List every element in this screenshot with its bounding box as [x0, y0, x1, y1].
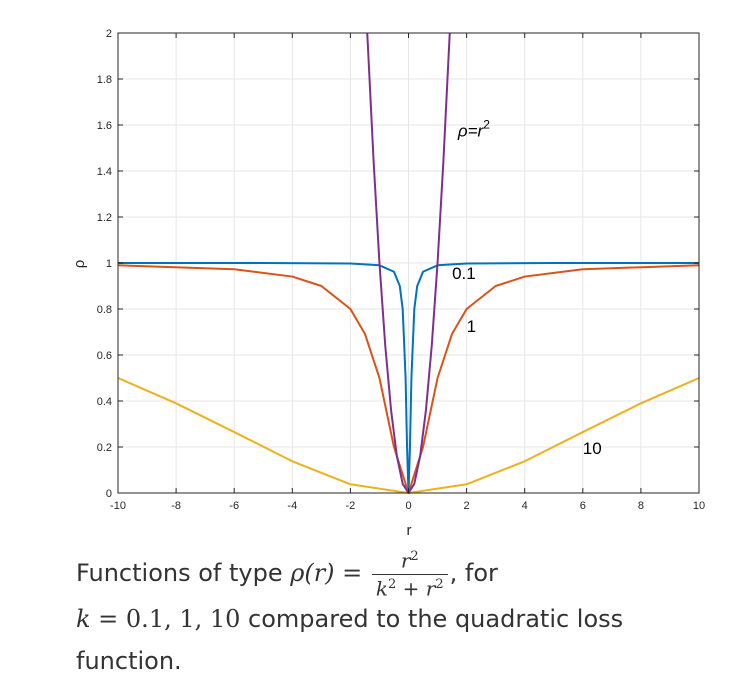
caption: Functions of type ρ(r) = r2 k2 + r2, for …: [76, 550, 736, 682]
caption-rho: ρ(r): [290, 559, 335, 588]
caption-line2: compared to the quadratic loss function.: [76, 605, 624, 676]
y-tick-label: 1.6: [97, 120, 112, 132]
x-tick-label: 10: [693, 500, 705, 512]
caption-after-fraction: , for: [449, 559, 498, 588]
x-tick-label: 6: [580, 500, 586, 512]
y-tick-label: 0.6: [97, 350, 112, 362]
x-tick-label: 0: [405, 500, 411, 512]
fraction-numerator: r2: [400, 548, 419, 573]
y-tick-label: 1.4: [97, 166, 112, 178]
x-tick-label: 2: [464, 500, 470, 512]
caption-line1-prefix: Functions of type: [76, 559, 291, 588]
y-tick-label: 0: [106, 488, 112, 500]
y-tick-label: 0.4: [97, 396, 112, 408]
y-tick-label: 0.8: [97, 304, 112, 316]
caption-equals: =: [334, 559, 370, 588]
x-tick-label: -8: [171, 500, 181, 512]
k-1-annotation: 1: [467, 317, 476, 336]
x-tick-label: 8: [638, 500, 644, 512]
y-tick-label: 1: [106, 258, 112, 270]
x-tick-label: -6: [229, 500, 239, 512]
quadratic-annotation: ρ=r2: [457, 118, 490, 141]
x-tick-label: -4: [287, 500, 297, 512]
y-tick-label: 1.8: [97, 74, 112, 86]
caption-k-values: = 0.1, 1, 10: [90, 605, 241, 634]
k-0.1-annotation: 0.1: [452, 264, 476, 283]
axis-ticks: -10 -8 -6 -4 -2 0 2 4 6 8 10 0 0.2 0.4 0.6 0.8 1 1.2 1.4 1.…: [97, 28, 705, 512]
y-axis-label: ρ: [71, 260, 88, 269]
x-tick-label: -2: [346, 500, 356, 512]
x-tick-label: 4: [522, 500, 528, 512]
annotations: ρ=r2 0.1 1 10: [452, 118, 602, 458]
chart: -10 -8 -6 -4 -2 0 2 4 6 8 10 0 0.2 0.4 0.6 0.8 1 1.2 1.4 1.…: [71, 28, 705, 539]
fraction-denominator: k2 + r2: [371, 573, 448, 598]
y-tick-label: 2: [106, 28, 112, 40]
caption-fraction: r2 k2 + r2: [371, 548, 448, 598]
y-tick-label: 0.2: [97, 442, 112, 454]
x-tick-label: -10: [110, 500, 126, 512]
x-axis-label: r: [407, 522, 412, 539]
k-10-annotation: 10: [583, 439, 602, 458]
caption-k: k: [76, 605, 91, 634]
y-tick-label: 1.2: [97, 212, 112, 224]
